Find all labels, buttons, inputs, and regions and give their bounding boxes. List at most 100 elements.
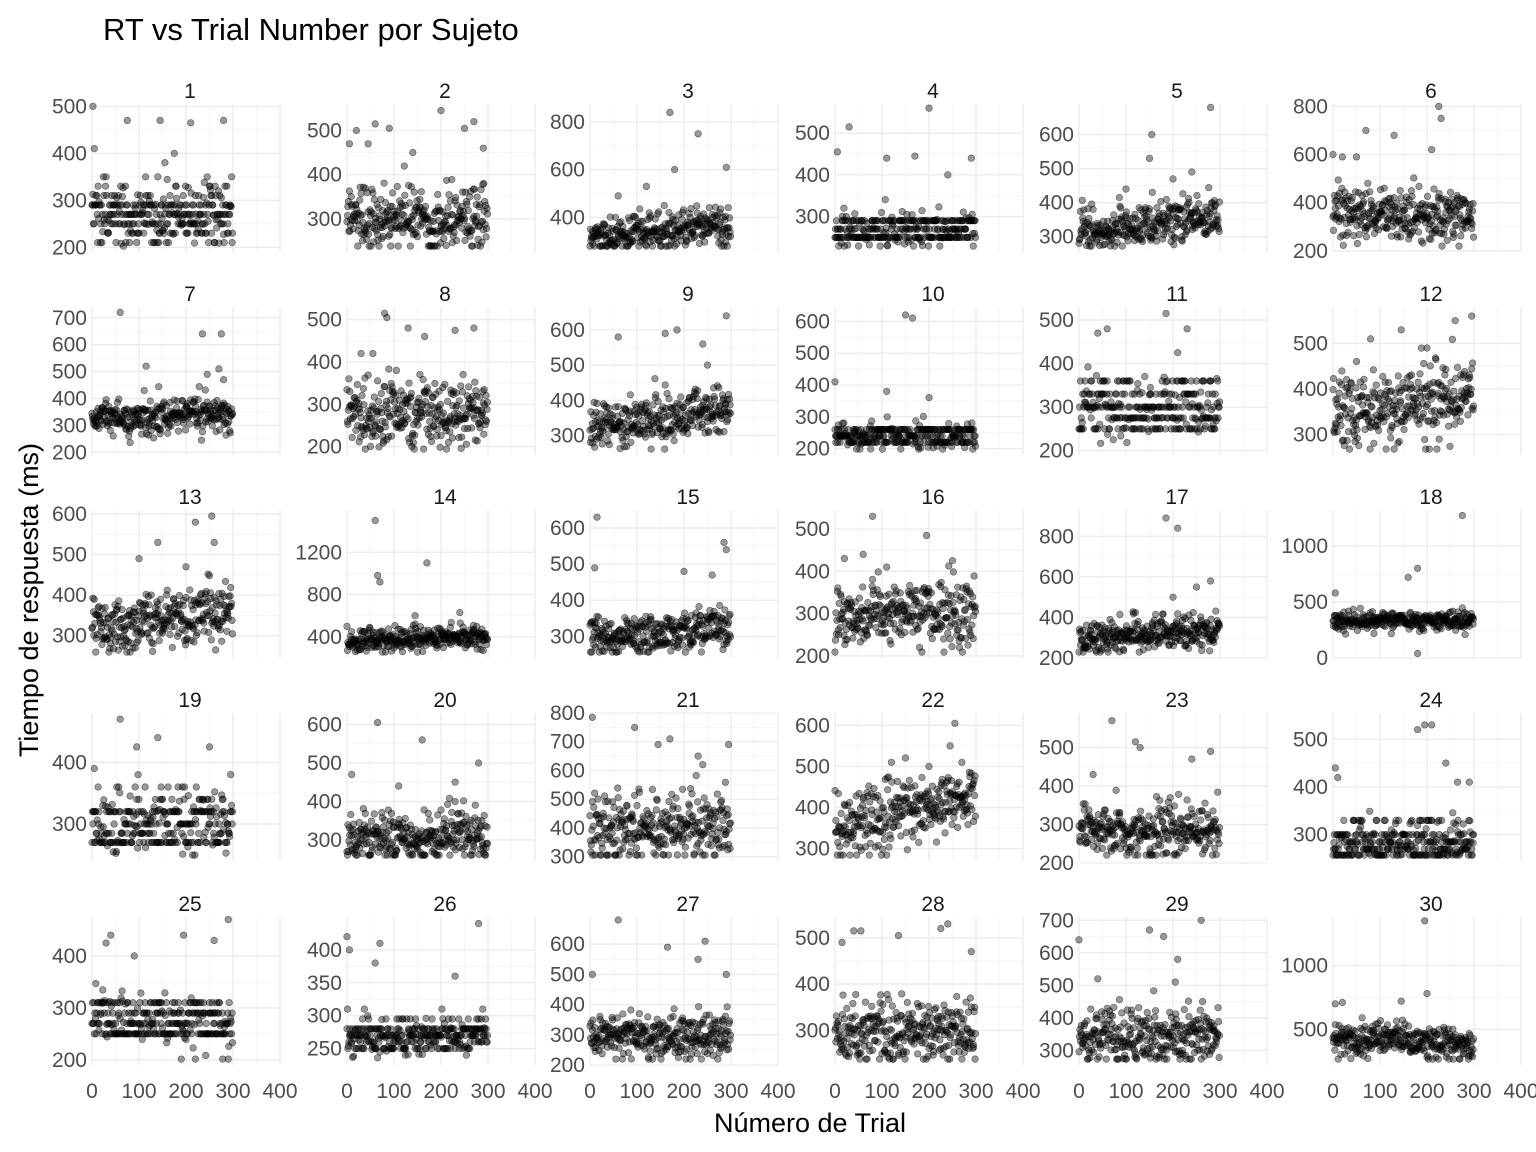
data-point (652, 391, 660, 399)
data-point (1468, 220, 1476, 228)
data-point (1103, 325, 1111, 333)
data-point (371, 516, 379, 525)
data-point (1446, 442, 1454, 450)
data-point (102, 396, 110, 404)
data-point (611, 213, 620, 221)
data-point (437, 106, 445, 115)
data-point (1432, 419, 1440, 427)
y-tick-label: 800 (1293, 95, 1328, 118)
y-tick-label: 200 (52, 236, 87, 259)
data-point (200, 619, 208, 627)
data-point (1456, 417, 1464, 425)
data-point (1466, 373, 1474, 382)
data-point (216, 426, 224, 434)
data-point (1353, 240, 1361, 248)
data-point (384, 404, 392, 413)
data-point (1469, 200, 1477, 208)
data-point (228, 616, 236, 625)
data-point (614, 192, 622, 200)
data-point (226, 429, 234, 437)
data-point (455, 397, 463, 405)
data-point (880, 432, 888, 440)
data-point (226, 592, 234, 600)
data-point (969, 425, 978, 434)
data-point (431, 379, 439, 388)
data-point (1178, 237, 1186, 245)
data-point (614, 403, 622, 411)
data-point (168, 229, 176, 237)
data-point (1397, 326, 1405, 334)
data-point (1469, 402, 1478, 410)
data-point (1390, 131, 1398, 139)
data-point (152, 200, 160, 209)
data-point (222, 210, 230, 218)
facet-strip-label: 4 (927, 80, 939, 103)
data-point (1206, 377, 1215, 385)
data-point (151, 239, 159, 247)
data-point (877, 208, 886, 217)
data-point (345, 140, 354, 148)
data-point (878, 445, 887, 453)
data-point (1404, 413, 1412, 421)
y-tick-label: 500 (1039, 309, 1074, 332)
data-point (224, 229, 232, 237)
data-point (139, 206, 147, 214)
y-tick-label: 600 (52, 503, 87, 526)
data-point (1468, 207, 1477, 215)
data-point (925, 394, 933, 402)
data-point (178, 214, 186, 222)
data-point (145, 210, 153, 218)
data-point (389, 189, 397, 197)
y-tick-label: 400 (1039, 192, 1074, 215)
data-point (1368, 403, 1376, 411)
y-tick-label: 700 (52, 307, 87, 330)
data-point (354, 242, 362, 250)
data-point (908, 314, 917, 322)
data-point (1124, 237, 1132, 245)
data-point (1141, 373, 1149, 381)
chart-title: RT vs Trial Number por Sujeto (103, 12, 519, 47)
data-point (1215, 198, 1224, 206)
y-tick-label: 300 (1039, 396, 1074, 419)
data-point (102, 191, 111, 199)
y-tick-label: 300 (52, 625, 87, 648)
data-point (470, 185, 479, 193)
data-point (228, 173, 236, 181)
data-point (197, 436, 206, 444)
data-point (867, 445, 875, 453)
data-point (450, 229, 458, 237)
data-point (1443, 236, 1451, 244)
data-point (717, 205, 725, 213)
data-point (423, 559, 431, 567)
data-point (1329, 386, 1337, 394)
data-point (1446, 188, 1455, 196)
data-point (142, 173, 150, 181)
y-tick-label: 600 (550, 159, 585, 182)
data-point (1338, 367, 1346, 375)
y-tick-label: 200 (1039, 440, 1074, 463)
data-point (661, 445, 669, 453)
data-point (121, 182, 129, 190)
data-point (666, 108, 674, 116)
data-point (1126, 403, 1134, 411)
data-point (92, 648, 100, 656)
data-point (483, 398, 492, 406)
data-point (134, 191, 142, 199)
data-point (447, 618, 455, 627)
data-point (182, 201, 191, 209)
data-point (107, 201, 115, 209)
data-point (179, 192, 187, 200)
data-point (387, 242, 395, 250)
data-point (1395, 437, 1403, 446)
y-tick-label: 500 (550, 553, 585, 576)
data-point (154, 220, 162, 228)
data-point (379, 232, 387, 241)
data-point (118, 606, 126, 614)
data-point (93, 192, 101, 200)
y-tick-label: 200 (795, 438, 830, 461)
data-point (1468, 365, 1476, 373)
data-point (359, 385, 368, 393)
y-tick-label: 500 (307, 309, 342, 332)
